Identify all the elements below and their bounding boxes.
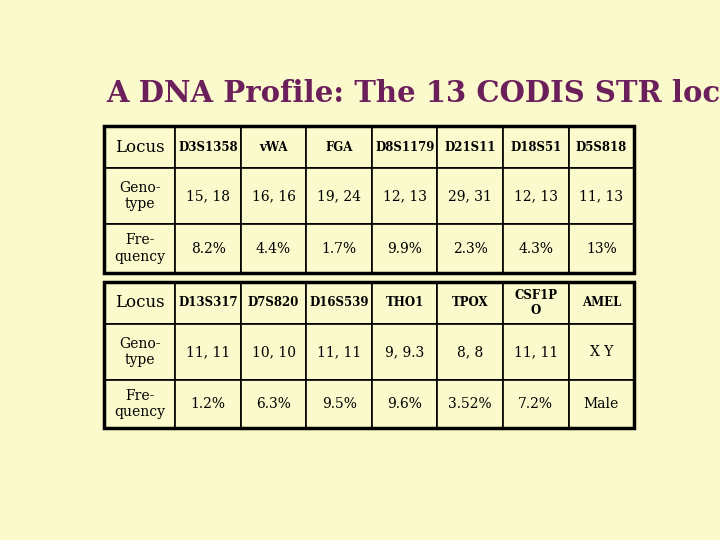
Bar	[175, 380, 240, 428]
Bar	[438, 282, 503, 323]
Bar	[503, 323, 569, 380]
Text: 11, 11: 11, 11	[317, 345, 361, 359]
Text: Male: Male	[584, 397, 619, 411]
Bar	[503, 380, 569, 428]
Text: Fre-
quency: Fre- quency	[114, 233, 165, 264]
Text: Locus: Locus	[114, 139, 164, 156]
Text: 1.7%: 1.7%	[322, 241, 356, 255]
Text: D7S820: D7S820	[248, 296, 300, 309]
Text: 11, 11: 11, 11	[513, 345, 558, 359]
Text: D8S1179: D8S1179	[375, 141, 434, 154]
Text: 9, 9.3: 9, 9.3	[385, 345, 424, 359]
Bar	[438, 323, 503, 380]
Bar	[503, 168, 569, 225]
Bar	[240, 380, 307, 428]
Text: 6.3%: 6.3%	[256, 397, 291, 411]
Bar	[569, 282, 634, 323]
Text: D3S1358: D3S1358	[179, 141, 238, 154]
Bar	[569, 168, 634, 225]
Bar	[503, 225, 569, 273]
Bar	[569, 380, 634, 428]
Bar	[240, 225, 307, 273]
Bar	[307, 323, 372, 380]
Text: 12, 13: 12, 13	[514, 189, 558, 203]
Bar	[104, 168, 175, 225]
Bar	[240, 282, 307, 323]
Bar	[104, 380, 175, 428]
Bar	[175, 323, 240, 380]
Text: 29, 31: 29, 31	[449, 189, 492, 203]
Text: D16S539: D16S539	[310, 296, 369, 309]
Text: Fre-
quency: Fre- quency	[114, 389, 165, 419]
Bar	[307, 225, 372, 273]
Bar	[569, 323, 634, 380]
Bar	[240, 168, 307, 225]
Bar	[372, 323, 438, 380]
Text: THO1: THO1	[385, 296, 424, 309]
Text: FGA: FGA	[325, 141, 353, 154]
Bar	[569, 225, 634, 273]
Bar	[372, 168, 438, 225]
Bar	[240, 323, 307, 380]
Text: Locus: Locus	[114, 294, 164, 311]
Text: CSF1P
O: CSF1P O	[514, 289, 557, 317]
Text: 9.6%: 9.6%	[387, 397, 422, 411]
Text: 11, 11: 11, 11	[186, 345, 230, 359]
Bar	[104, 126, 634, 273]
Text: 11, 13: 11, 13	[579, 189, 624, 203]
Bar	[438, 168, 503, 225]
Bar	[307, 126, 372, 168]
Bar	[175, 126, 240, 168]
Bar	[104, 282, 175, 323]
Text: 3.52%: 3.52%	[449, 397, 492, 411]
Bar	[307, 282, 372, 323]
Bar	[175, 282, 240, 323]
Bar	[104, 282, 634, 428]
Text: 9.9%: 9.9%	[387, 241, 422, 255]
Text: 16, 16: 16, 16	[251, 189, 296, 203]
Text: 2.3%: 2.3%	[453, 241, 487, 255]
Text: 8, 8: 8, 8	[457, 345, 483, 359]
Bar	[372, 225, 438, 273]
Text: 7.2%: 7.2%	[518, 397, 553, 411]
Bar	[438, 225, 503, 273]
Text: 4.3%: 4.3%	[518, 241, 553, 255]
Bar	[104, 323, 175, 380]
Text: AMEL: AMEL	[582, 296, 621, 309]
Text: TPOX: TPOX	[452, 296, 489, 309]
Text: 8.2%: 8.2%	[191, 241, 225, 255]
Bar	[569, 126, 634, 168]
Bar	[503, 126, 569, 168]
Bar	[503, 282, 569, 323]
Text: 9.5%: 9.5%	[322, 397, 356, 411]
Bar	[104, 225, 175, 273]
Text: D5S818: D5S818	[576, 141, 627, 154]
Bar	[307, 168, 372, 225]
Text: 1.2%: 1.2%	[191, 397, 225, 411]
Text: A DNA Profile: The 13 CODIS STR loci: A DNA Profile: The 13 CODIS STR loci	[107, 79, 720, 109]
Text: 13%: 13%	[586, 241, 616, 255]
Text: X Y: X Y	[590, 345, 613, 359]
Bar	[372, 282, 438, 323]
Bar	[104, 126, 175, 168]
Text: vWA: vWA	[259, 141, 288, 154]
Text: D18S51: D18S51	[510, 141, 562, 154]
Text: 15, 18: 15, 18	[186, 189, 230, 203]
Text: D21S11: D21S11	[444, 141, 496, 154]
Text: D13S317: D13S317	[179, 296, 238, 309]
Bar	[240, 126, 307, 168]
Bar	[438, 126, 503, 168]
Bar	[175, 225, 240, 273]
Text: Geno-
type: Geno- type	[119, 181, 161, 211]
Text: 19, 24: 19, 24	[317, 189, 361, 203]
Text: Geno-
type: Geno- type	[119, 337, 161, 367]
Text: 10, 10: 10, 10	[251, 345, 296, 359]
Bar	[372, 380, 438, 428]
Bar	[175, 168, 240, 225]
Text: 12, 13: 12, 13	[382, 189, 427, 203]
Bar	[307, 380, 372, 428]
Text: 4.4%: 4.4%	[256, 241, 291, 255]
Bar	[438, 380, 503, 428]
Bar	[372, 126, 438, 168]
